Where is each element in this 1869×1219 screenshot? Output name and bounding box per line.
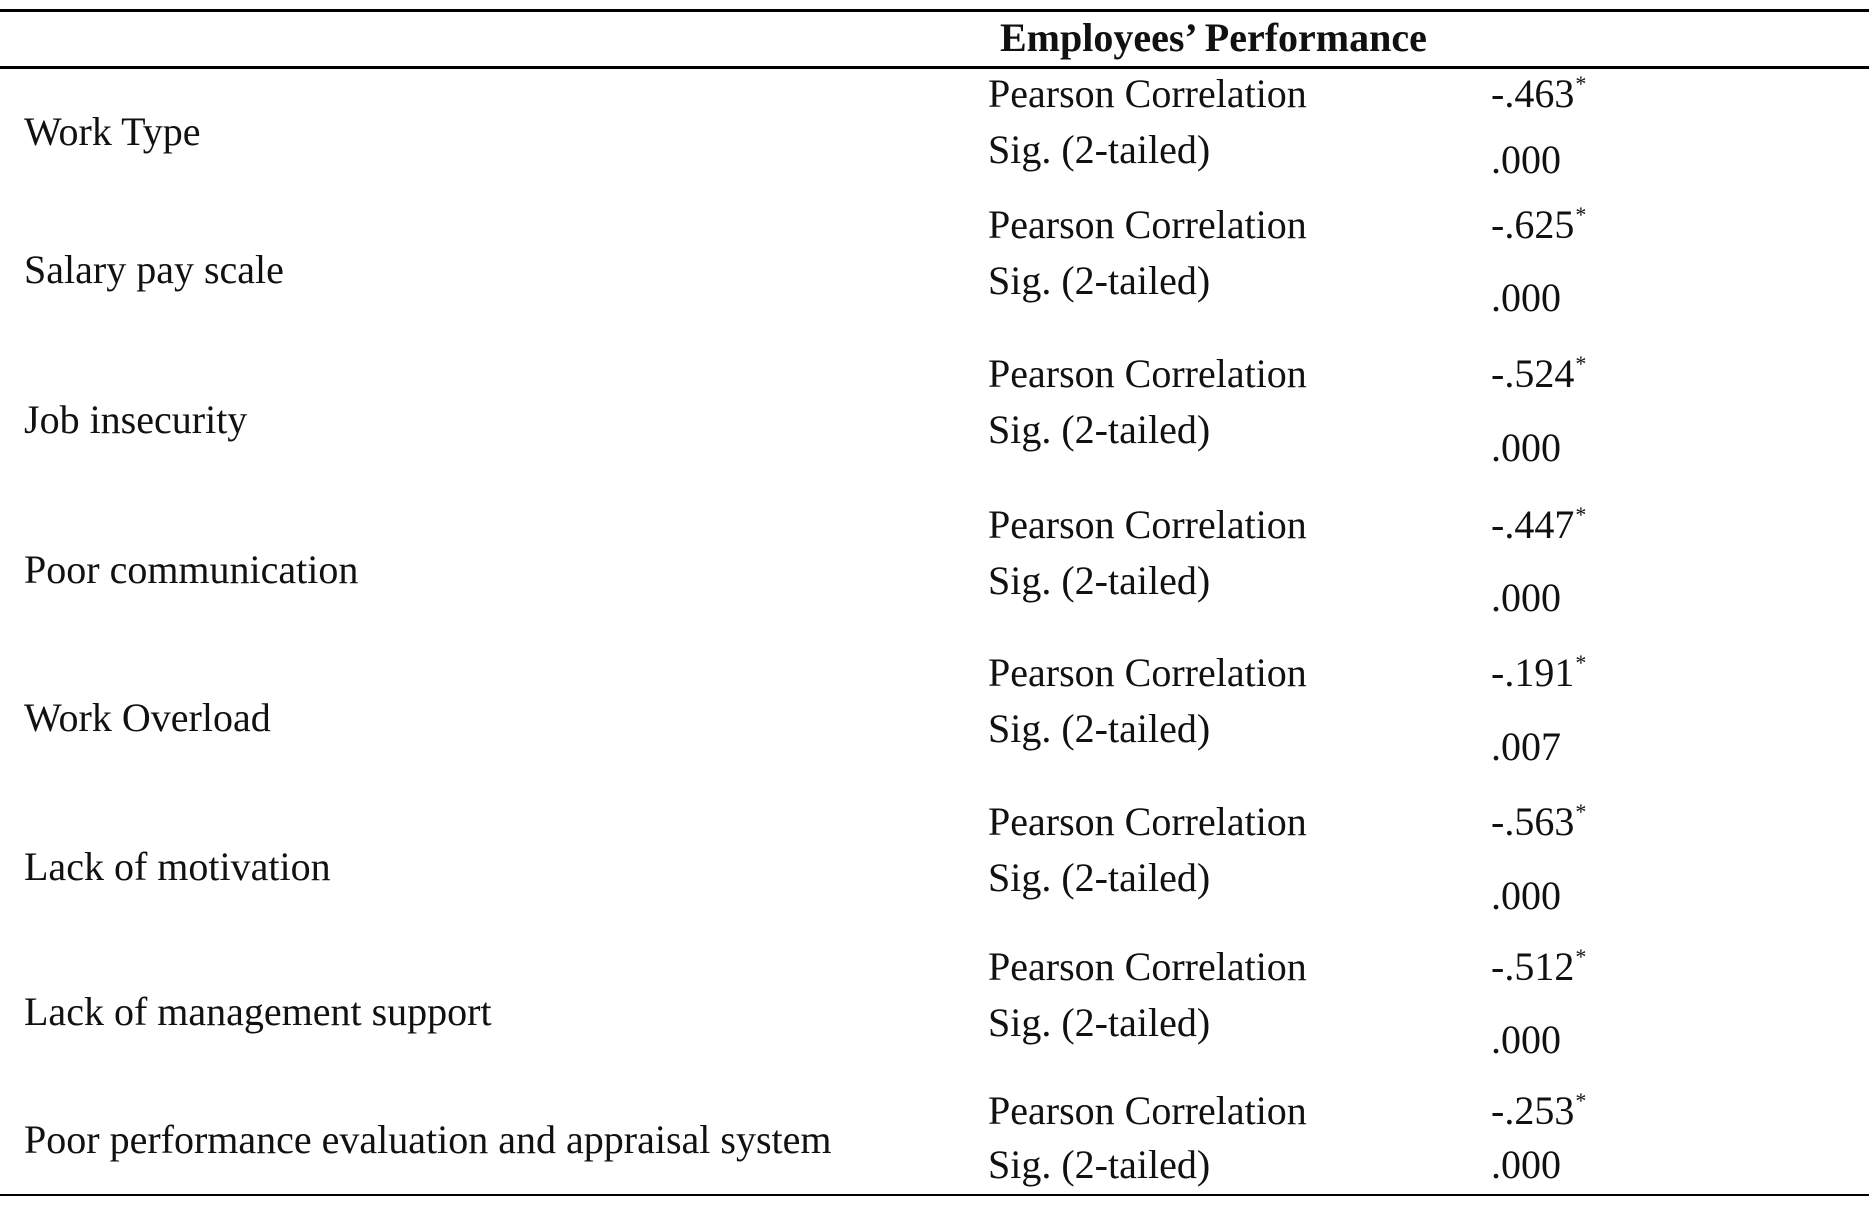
- pearson-label: Pearson Correlation: [988, 799, 1307, 844]
- pearson-label: Pearson Correlation: [988, 351, 1307, 396]
- sig-label: Sig. (2-tailed): [988, 127, 1211, 172]
- sig-label: Sig. (2-tailed): [988, 1142, 1211, 1187]
- pearson-label: Pearson Correlation: [988, 71, 1307, 116]
- row-variable: Salary pay scale: [24, 247, 284, 292]
- row-variable: Job insecurity: [24, 397, 248, 442]
- sig-value: .000: [1491, 575, 1561, 620]
- pearson-value: -.253*: [1491, 1088, 1587, 1133]
- pearson-value: -.191*: [1491, 650, 1587, 695]
- row-variable: Work Type: [24, 109, 201, 154]
- pearson-value: -.524*: [1491, 351, 1587, 396]
- column-header: Employees’ Performance: [1000, 15, 1427, 60]
- significance-mark: *: [1575, 502, 1587, 527]
- pearson-value: -.512*: [1491, 944, 1587, 989]
- sig-label: Sig. (2-tailed): [988, 558, 1211, 603]
- sig-value: .000: [1491, 425, 1561, 470]
- sig-value: .000: [1491, 137, 1561, 182]
- sig-value: .007: [1491, 724, 1561, 769]
- sig-value: .000: [1491, 873, 1561, 918]
- significance-mark: *: [1575, 1088, 1587, 1113]
- pearson-value: -.563*: [1491, 799, 1587, 844]
- pearson-label: Pearson Correlation: [988, 502, 1307, 547]
- pearson-label: Pearson Correlation: [988, 944, 1307, 989]
- header-rule: [0, 66, 1869, 69]
- significance-mark: *: [1575, 202, 1587, 227]
- sig-label: Sig. (2-tailed): [988, 258, 1211, 303]
- row-variable: Poor communication: [24, 547, 359, 592]
- sig-label: Sig. (2-tailed): [988, 855, 1211, 900]
- significance-mark: *: [1575, 650, 1587, 675]
- row-variable: Work Overload: [24, 695, 271, 740]
- pearson-label: Pearson Correlation: [988, 1088, 1307, 1133]
- row-variable: Lack of management support: [24, 989, 492, 1034]
- table-top-rule: [0, 9, 1869, 12]
- sig-label: Sig. (2-tailed): [988, 1000, 1211, 1045]
- pearson-value: -.463*: [1491, 71, 1587, 116]
- significance-mark: *: [1575, 799, 1587, 824]
- sig-label: Sig. (2-tailed): [988, 706, 1211, 751]
- sig-value: .000: [1491, 1017, 1561, 1062]
- sig-value: .000: [1491, 275, 1561, 320]
- sig-label: Sig. (2-tailed): [988, 407, 1211, 452]
- pearson-value: -.625*: [1491, 202, 1587, 247]
- significance-mark: *: [1575, 351, 1587, 376]
- significance-mark: *: [1575, 944, 1587, 969]
- significance-mark: *: [1575, 71, 1587, 96]
- row-variable: Lack of motivation: [24, 844, 331, 889]
- pearson-label: Pearson Correlation: [988, 650, 1307, 695]
- sig-value: .000: [1491, 1142, 1561, 1187]
- pearson-label: Pearson Correlation: [988, 202, 1307, 247]
- pearson-value: -.447*: [1491, 502, 1587, 547]
- row-variable: Poor performance evaluation and appraisa…: [24, 1117, 832, 1162]
- table-bottom-rule: [0, 1194, 1869, 1196]
